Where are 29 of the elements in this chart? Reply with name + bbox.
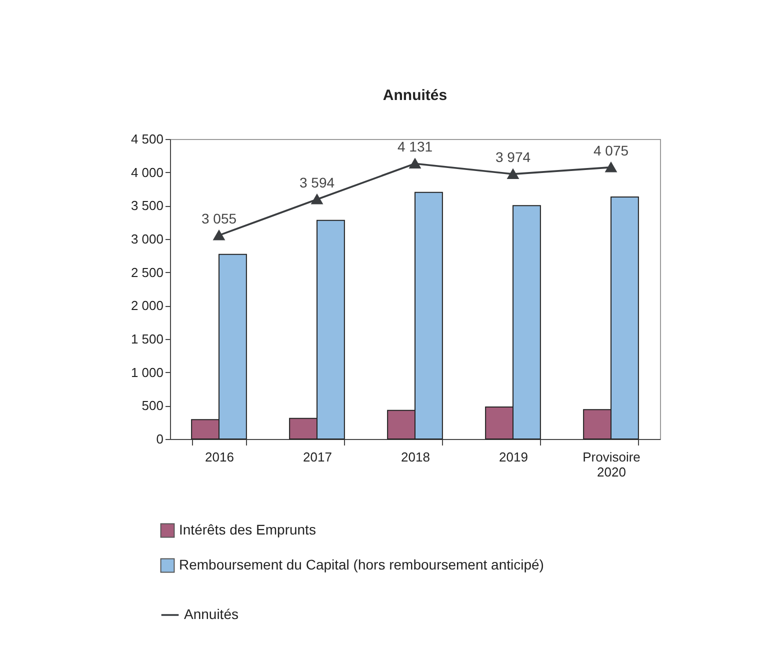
point [214, 230, 224, 240]
point [312, 194, 322, 204]
y-tick-label: 500 [142, 398, 164, 414]
y-tick-label: 2 500 [130, 264, 164, 280]
y-tick-label: 3 500 [130, 198, 164, 214]
y-tick-label: 1 500 [130, 332, 164, 346]
chart-title: Annuités [382, 87, 448, 104]
point [606, 162, 616, 172]
y-tick-label: 3 000 [130, 232, 164, 246]
x-tick-label: 2018 [401, 450, 430, 464]
data-label: 3 594 [299, 174, 335, 190]
x-tick-label: 2019 [499, 450, 528, 464]
x-tick-label: 2017 [303, 450, 332, 464]
data-label: 3 055 [201, 210, 237, 226]
x-tick-label: 2016 [205, 450, 234, 464]
data-label: 4 075 [593, 142, 629, 158]
x-tick-label: Provisoire 2020 [582, 450, 640, 480]
point [410, 158, 420, 168]
y-tick-label: 1 000 [130, 364, 164, 380]
data-label: 3 974 [495, 149, 531, 166]
data-label: 4 131 [397, 138, 433, 155]
legend-label: Intérêts des Emprunts [179, 522, 316, 538]
y-tick-label: 2 000 [130, 298, 164, 314]
y-tick-label: 0 [156, 432, 164, 446]
legend-label: Annuités [184, 606, 238, 622]
y-tick-label: 4 000 [130, 164, 164, 180]
legend-label: Remboursement du Capital (hors remboursement anticipé) [179, 556, 544, 572]
point [508, 169, 518, 179]
y-tick-label: 4 500 [130, 132, 164, 146]
